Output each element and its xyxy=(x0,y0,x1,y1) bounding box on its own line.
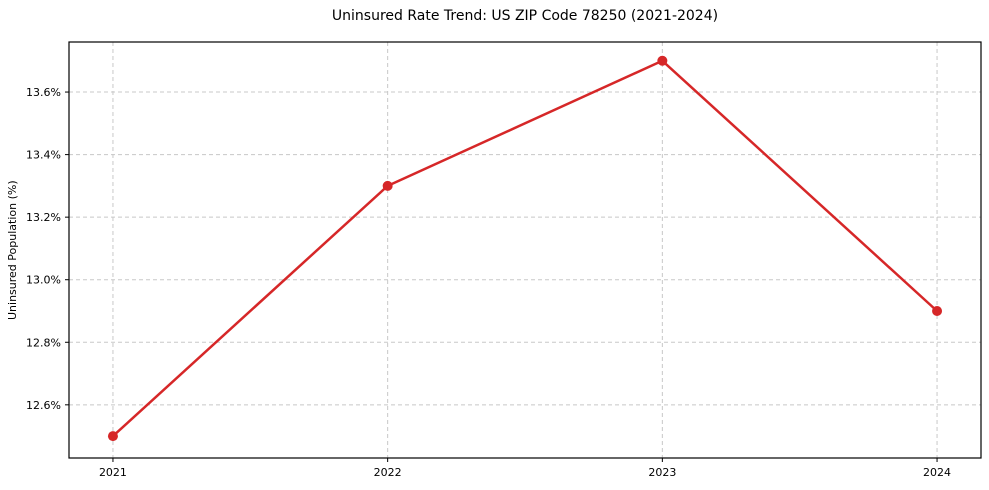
y-tick-label: 13.0% xyxy=(26,274,61,287)
y-axis-label: Uninsured Population (%) xyxy=(6,180,19,320)
x-tick-label: 2021 xyxy=(99,466,127,479)
y-tick-label: 12.8% xyxy=(26,336,61,349)
y-tick-label: 13.6% xyxy=(26,86,61,99)
x-tick-label: 2024 xyxy=(923,466,951,479)
data-point xyxy=(932,305,943,316)
plot-border xyxy=(68,41,982,459)
chart-title: Uninsured Rate Trend: US ZIP Code 78250 … xyxy=(331,8,719,24)
y-tick-label: 13.4% xyxy=(26,149,61,162)
trend-line xyxy=(111,59,939,438)
data-point xyxy=(107,431,118,442)
data-point xyxy=(382,180,393,191)
y-tick-label: 12.6% xyxy=(26,399,61,412)
x-tick-label: 2023 xyxy=(648,466,676,479)
y-tick-label: 13.2% xyxy=(26,211,61,224)
data-point xyxy=(657,55,668,66)
x-tick-label: 2022 xyxy=(374,466,402,479)
